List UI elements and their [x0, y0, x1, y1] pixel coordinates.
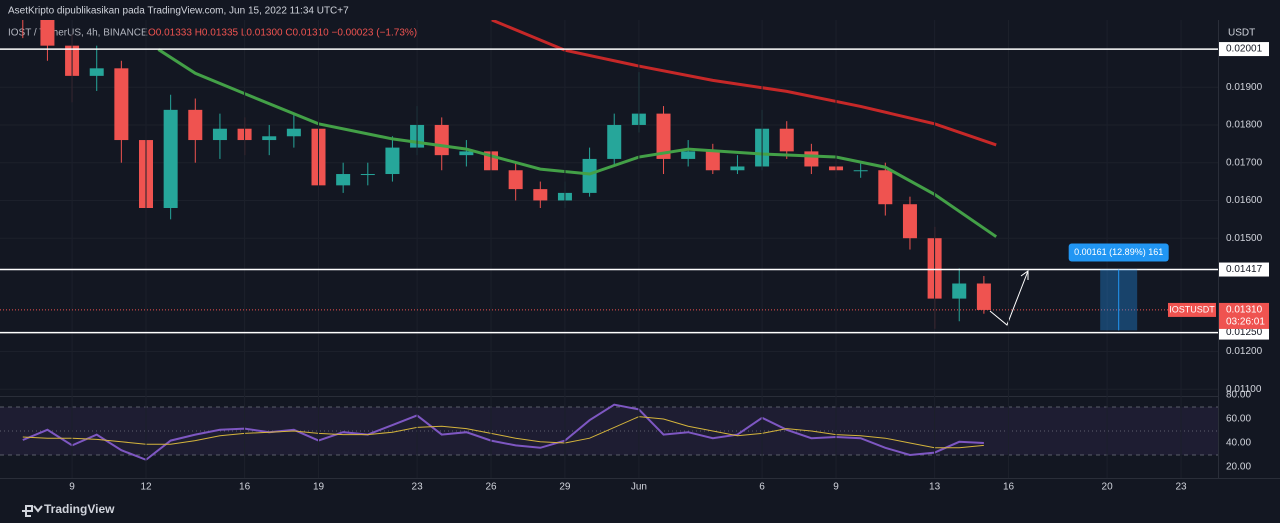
y-tick-label: 0.01100	[1226, 384, 1262, 395]
y-tick-label: 0.01600	[1226, 195, 1263, 206]
rsi-tick-label: 20.00	[1226, 462, 1251, 473]
x-tick-label: Jun	[631, 482, 647, 493]
rsi-line	[22, 403, 984, 461]
arrow-path	[989, 270, 1029, 326]
candle-body	[212, 128, 227, 141]
rsi-tick-label: 40.00	[1226, 438, 1251, 449]
candle-body	[656, 113, 671, 159]
symbol-box	[1168, 302, 1216, 317]
level-label-box	[1219, 42, 1269, 57]
candle-body	[533, 189, 548, 201]
candle-body	[705, 151, 720, 171]
candle-body	[902, 204, 917, 239]
logo	[22, 505, 43, 517]
x-tick-label: 23	[1175, 482, 1187, 493]
price-pane	[22, 20, 998, 329]
candle-body	[163, 109, 178, 208]
ohlc-legend: O0.01333 H0.01335 L0.01300 C0.01310 −0.0…	[148, 28, 417, 39]
x-tick-label: 13	[929, 482, 941, 493]
candle-body	[89, 68, 104, 76]
y-tick-label: 0.01900	[1226, 82, 1263, 93]
candle-body	[262, 136, 277, 141]
arrow-head	[1020, 270, 1029, 280]
x-tick-label: 19	[313, 482, 325, 493]
last-price-box	[1219, 302, 1269, 329]
x-tick-label: 16	[239, 482, 251, 493]
x-tick-label: 20	[1102, 482, 1114, 493]
last-price-label: 0.01310	[1226, 305, 1263, 316]
candle-body	[434, 124, 449, 156]
x-tick-label: 12	[140, 482, 152, 493]
candle-body	[607, 124, 622, 159]
candle-body	[976, 283, 991, 310]
candle-body	[804, 151, 819, 167]
candle-body	[952, 283, 967, 299]
y-tick-label: 0.01500	[1226, 233, 1263, 244]
candle-body	[336, 174, 351, 186]
symbol-title: IOST / TetherUS, 4h, BINANCE	[8, 28, 148, 39]
attribution: AsetKripto dipublikasikan pada TradingVi…	[8, 6, 349, 17]
candle-body	[114, 68, 129, 141]
measure-label-box	[1068, 243, 1169, 262]
x-tick-label: 26	[485, 482, 497, 493]
moving-average	[157, 48, 998, 238]
level-label: 0.01417	[1226, 264, 1263, 275]
candle-body	[508, 170, 523, 190]
x-tick-label: 23	[412, 482, 424, 493]
candle-body	[681, 151, 696, 159]
drawing-arrow	[989, 270, 1029, 326]
rsi-pane	[0, 403, 1218, 461]
x-tick-label: 9	[69, 482, 75, 493]
countdown: 03:26:01	[1226, 317, 1265, 328]
rsi-tick-label: 60.00	[1226, 414, 1251, 425]
candle-body	[459, 151, 474, 156]
currency: USDT	[1228, 28, 1255, 39]
y-tick-label: 0.01800	[1226, 120, 1263, 131]
level-label-box	[1219, 262, 1269, 277]
candle-body	[360, 174, 375, 176]
watermark: TradingView	[44, 502, 115, 516]
candle-body	[878, 170, 893, 205]
candle-body	[582, 158, 597, 193]
x-tick-label: 9	[833, 482, 839, 493]
candle-body	[188, 109, 203, 141]
x-tick-label: 29	[559, 482, 571, 493]
moving-average	[490, 20, 997, 147]
rsi-line	[22, 416, 984, 449]
x-tick-label: 16	[1003, 482, 1015, 493]
y-tick-label: 0.01200	[1226, 346, 1263, 357]
level-label: 0.02001	[1226, 44, 1263, 55]
level-label: 0.01250	[1226, 327, 1263, 338]
rsi-tick-label: 80.00	[1226, 390, 1251, 401]
y-tick-label: 0.01700	[1226, 157, 1263, 168]
measure-label: 0.00161 (12.89%) 161	[1074, 247, 1163, 257]
symbol-label: IOSTUSDT	[1169, 304, 1215, 314]
candle-body	[853, 170, 868, 172]
candle-body	[730, 166, 745, 171]
x-tick-label: 6	[759, 482, 765, 493]
candle-body	[40, 20, 55, 46]
level-label-box	[1219, 325, 1269, 340]
candle-body	[385, 147, 400, 175]
candle-body	[286, 128, 301, 137]
candle-body	[779, 128, 794, 152]
